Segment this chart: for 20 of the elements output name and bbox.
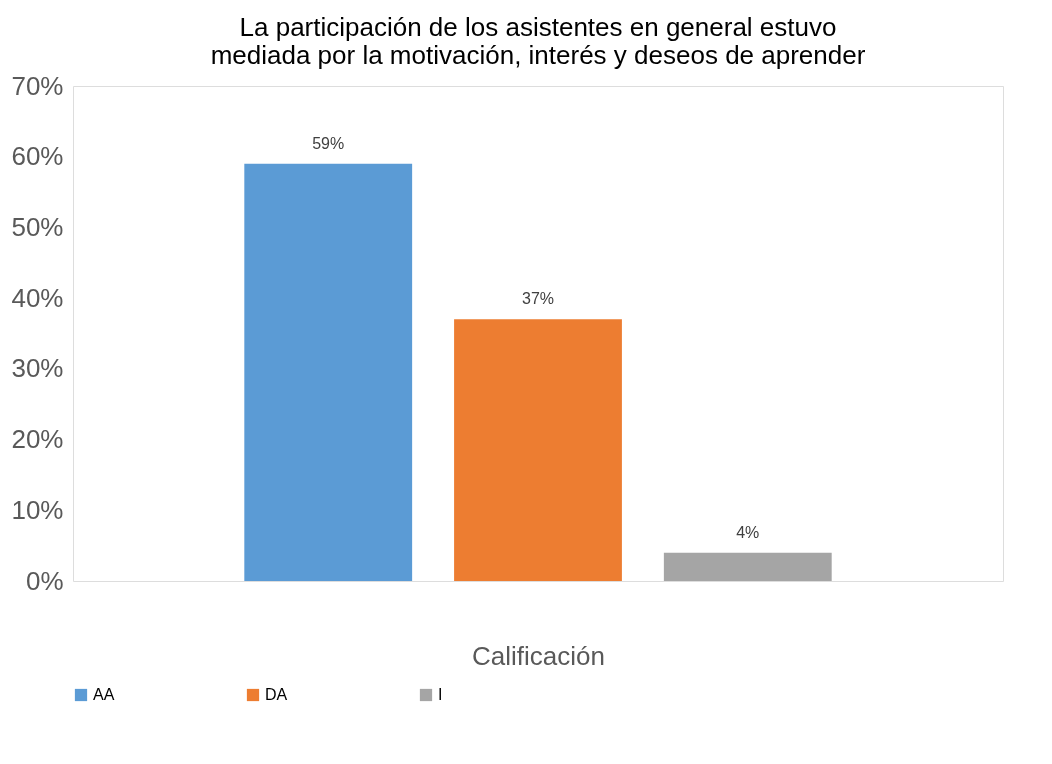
text: mediada por la motivación, interés y deseos de aprender (210, 40, 866, 70)
bar (244, 163, 413, 581)
data-label: 4% (736, 523, 760, 541)
data-label: 59% (312, 134, 345, 152)
legend-label: DA (265, 686, 288, 703)
y-tick-label: 20% (11, 424, 64, 455)
y-tick-label: 30% (11, 353, 64, 384)
y-tick-label: 50% (11, 211, 64, 242)
y-tick-label: 0% (25, 565, 64, 596)
bar (454, 319, 622, 581)
data-label: 37% (521, 290, 555, 308)
y-tick-label: 60% (11, 141, 64, 172)
x-axis-title: Calificación (472, 640, 605, 671)
y-tick-label: 10% (11, 494, 64, 525)
bar (663, 552, 832, 581)
legend-label: AA (93, 686, 115, 703)
legend-label: I (438, 686, 443, 703)
text: La participación de los asistentes en general estuvo (239, 12, 837, 42)
y-tick-label: 40% (11, 282, 64, 313)
y-tick-label: 70% (11, 70, 64, 101)
